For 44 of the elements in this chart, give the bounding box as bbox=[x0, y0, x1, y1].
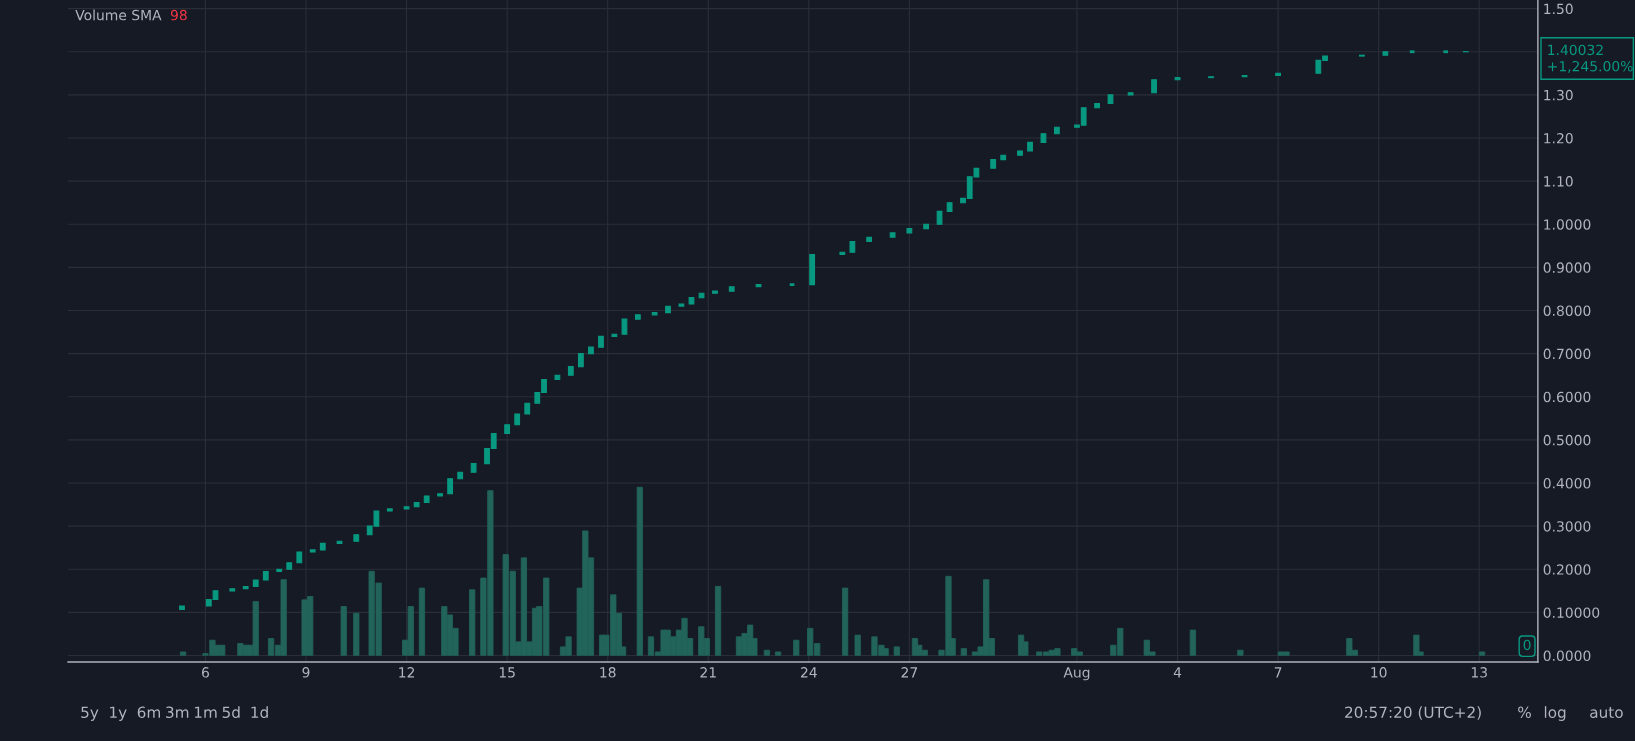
text: 5d bbox=[222, 706, 240, 719]
annotation: Volume SMA bbox=[75, 9, 162, 21]
x-tick-label: 7 bbox=[1274, 667, 1282, 678]
y-tick-label: 0.4000 bbox=[1543, 478, 1591, 489]
text: 1d bbox=[251, 706, 268, 719]
y-tick-label: 1.10 bbox=[1544, 176, 1573, 187]
y-tick-label: 0.6000 bbox=[1543, 391, 1591, 403]
text: 20:57:20 (UTC+2) bbox=[1345, 706, 1481, 720]
x-tick-label: 27 bbox=[901, 667, 918, 678]
x-tick-label: 18 bbox=[600, 667, 616, 678]
x-tick-label: 6 bbox=[202, 667, 209, 678]
y-tick-label: 0.8000 bbox=[1543, 305, 1591, 316]
annotation: 0 bbox=[1523, 639, 1531, 651]
x-tick-label: 21 bbox=[700, 667, 716, 678]
y-tick-label: 0.10000 bbox=[1543, 607, 1600, 618]
x-tick-label: 9 bbox=[302, 667, 310, 678]
text: auto bbox=[1590, 707, 1623, 719]
x-tick-label: 13 bbox=[1471, 667, 1487, 678]
text: 3m bbox=[166, 706, 189, 719]
text: 6m bbox=[137, 706, 160, 719]
x-tick-label: Aug bbox=[1063, 667, 1090, 681]
text: 5y bbox=[81, 706, 99, 721]
y-tick-label: 0.9000 bbox=[1543, 262, 1591, 273]
x-tick-label: 15 bbox=[499, 667, 515, 678]
y-tick-label: 0.2000 bbox=[1543, 564, 1591, 575]
y-tick-label: 0.3000 bbox=[1543, 521, 1591, 532]
x-tick-label: 24 bbox=[801, 667, 817, 678]
annotation: 98 bbox=[170, 9, 187, 21]
y-tick-label: 1.0000 bbox=[1544, 219, 1591, 230]
y-tick-label: 1.50 bbox=[1544, 3, 1573, 15]
text: 1y bbox=[110, 706, 127, 721]
text: 1.40032 bbox=[1548, 44, 1603, 56]
text: % bbox=[1518, 706, 1531, 719]
y-tick-label: 1.20 bbox=[1544, 132, 1573, 144]
y-tick-label: 1.30 bbox=[1544, 89, 1573, 101]
y-tick-label: 0.5000 bbox=[1543, 434, 1591, 446]
text: 1m bbox=[194, 706, 217, 718]
x-tick-label: 4 bbox=[1173, 667, 1182, 678]
x-tick-label: 10 bbox=[1371, 667, 1387, 678]
y-tick-label: 0.7000 bbox=[1543, 348, 1591, 360]
text: +1,245.00% bbox=[1548, 60, 1633, 73]
x-tick-label: 12 bbox=[399, 667, 415, 678]
y-tick-label: 0.0000 bbox=[1543, 650, 1591, 662]
text: log bbox=[1544, 706, 1566, 721]
